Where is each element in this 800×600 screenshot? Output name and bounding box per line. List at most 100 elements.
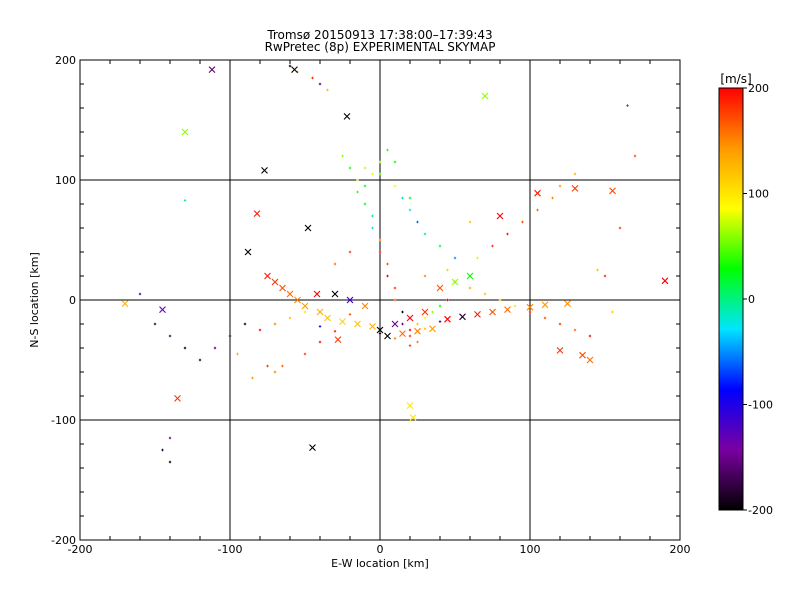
data-point-plus (468, 286, 472, 290)
data-point-x (436, 284, 444, 292)
chart-subtitle: RwPretec (8p) EXPERIMENTAL SKYMAP (265, 40, 496, 54)
data-markers (121, 64, 669, 464)
data-point-plus (401, 322, 404, 326)
data-point-plus (453, 256, 457, 260)
y-tick-label: -200 (51, 534, 76, 547)
data-point-plus (626, 104, 629, 107)
data-point-plus (558, 322, 562, 326)
data-point-plus (198, 358, 202, 362)
data-point-plus (393, 160, 397, 164)
x-tick-label: 100 (520, 543, 541, 556)
data-point-x (181, 128, 189, 136)
y-tick-label: -100 (51, 414, 76, 427)
data-point-plus (138, 292, 142, 296)
data-point-plus (588, 334, 592, 338)
data-point-plus (228, 334, 232, 338)
data-point-x (244, 248, 252, 256)
grid-lines (80, 60, 680, 540)
y-tick-label: 0 (69, 294, 76, 307)
data-point-x (451, 278, 459, 286)
data-point-plus (273, 322, 277, 326)
data-point-plus (401, 196, 404, 200)
data-point-plus (243, 322, 247, 326)
data-point-plus (378, 332, 382, 335)
data-point-plus (288, 64, 292, 68)
data-point-x (609, 187, 616, 195)
data-point-x (324, 314, 331, 322)
data-point-x (286, 290, 294, 298)
data-point-x (406, 402, 414, 409)
data-point-x (429, 325, 436, 333)
data-point-x (301, 302, 309, 310)
data-point-plus (491, 244, 494, 248)
data-point-plus (618, 226, 622, 230)
data-point-plus (446, 298, 449, 302)
data-point-plus (288, 316, 292, 320)
data-point-plus (438, 320, 442, 323)
data-point-x (253, 210, 261, 217)
data-point-plus (513, 304, 517, 308)
data-point-x (534, 189, 541, 197)
data-point-x (121, 300, 129, 307)
data-point-plus (371, 214, 374, 218)
data-point-plus (528, 310, 532, 314)
data-point-x (334, 336, 342, 343)
data-point-x (414, 327, 421, 335)
data-point-plus (363, 202, 367, 206)
data-point-plus (318, 340, 322, 344)
data-point-x (361, 302, 369, 310)
data-point-plus (326, 88, 329, 92)
x-tick-label: 200 (670, 543, 691, 556)
data-point-x (586, 356, 594, 364)
data-point-plus (378, 172, 382, 176)
data-point-plus (408, 328, 412, 332)
data-point-plus (386, 148, 389, 152)
data-point-plus (416, 340, 419, 344)
series-x-markers (121, 66, 669, 451)
data-point-plus (446, 268, 449, 272)
data-point-x (346, 296, 354, 304)
data-point-plus (378, 238, 382, 242)
data-point-plus (476, 256, 479, 260)
data-point-plus (168, 460, 172, 464)
data-point-x (354, 320, 361, 328)
data-point-x (481, 92, 489, 100)
data-point-plus (506, 232, 509, 236)
data-point-x (343, 113, 351, 120)
data-point-plus (483, 292, 487, 296)
data-point-plus (378, 160, 382, 164)
data-point-plus (341, 154, 344, 158)
colorbar-tick-label: -100 (748, 399, 773, 412)
data-point-x (496, 212, 504, 220)
chart-title: Tromsø 20150913 17:38:00–17:39:43 (266, 28, 492, 42)
data-point-plus (423, 274, 427, 278)
data-point-plus (408, 334, 412, 338)
data-point-plus (551, 196, 554, 200)
data-point-plus (348, 250, 352, 254)
data-point-plus (213, 346, 217, 350)
data-point-plus (386, 274, 389, 278)
data-point-x (526, 303, 534, 311)
data-point-plus (468, 220, 472, 224)
y-tick-label: 100 (55, 174, 76, 187)
data-point-plus (401, 310, 404, 314)
data-point-x (489, 308, 496, 316)
data-point-x (331, 290, 339, 298)
y-axis-label: N-S location [km] (28, 252, 41, 348)
x-tick-label: -200 (68, 543, 93, 556)
colorbar-tick-label: 100 (748, 188, 769, 201)
data-point-plus (168, 436, 172, 440)
data-point-plus (348, 166, 352, 170)
x-tick-label: 0 (377, 543, 384, 556)
data-point-x (304, 224, 312, 232)
data-point-plus (333, 262, 337, 266)
data-point-x (159, 306, 166, 313)
data-point-plus (371, 172, 374, 176)
data-point-x (564, 300, 571, 307)
data-point-x (504, 306, 511, 313)
data-point-plus (251, 376, 254, 380)
data-point-plus (318, 82, 322, 86)
data-point-plus (393, 286, 397, 290)
data-point-x (409, 414, 417, 421)
